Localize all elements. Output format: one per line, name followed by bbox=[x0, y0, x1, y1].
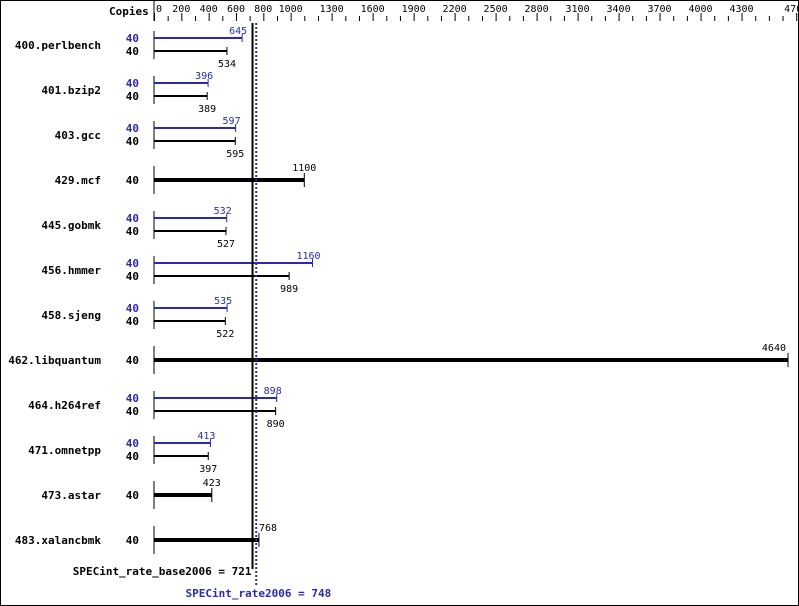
base-metric-label: SPECint_rate_base2006 = 721 bbox=[73, 565, 252, 578]
benchmark-label: 445.gobmk bbox=[41, 219, 101, 232]
tick-label: 2800 bbox=[525, 4, 549, 15]
base-value: 890 bbox=[267, 419, 285, 430]
benchmark-label: 456.hmmer bbox=[41, 264, 101, 277]
benchmark-label: 401.bzip2 bbox=[41, 84, 101, 97]
benchmark-label: 400.perlbench bbox=[15, 39, 101, 52]
peak-value: 413 bbox=[197, 431, 215, 442]
tick-label: 3400 bbox=[607, 4, 631, 15]
tick-label: 3100 bbox=[566, 4, 590, 15]
base-copies: 40 bbox=[126, 315, 139, 328]
tick-label: 0 bbox=[156, 4, 162, 15]
base-value: 989 bbox=[280, 284, 298, 295]
base-copies: 40 bbox=[126, 450, 139, 463]
benchmark-label: 471.omnetpp bbox=[28, 444, 101, 457]
peak-value: 1160 bbox=[296, 251, 320, 262]
tick-label: 400 bbox=[200, 4, 218, 15]
base-copies: 40 bbox=[126, 135, 139, 148]
base-copies: 40 bbox=[126, 534, 139, 547]
base-value: 522 bbox=[216, 329, 234, 340]
peak-value: 396 bbox=[195, 71, 213, 82]
peak-value: 645 bbox=[229, 26, 247, 37]
peak-copies: 40 bbox=[126, 77, 139, 90]
tick-label: 1300 bbox=[320, 4, 344, 15]
base-value: 768 bbox=[259, 523, 277, 534]
base-copies: 40 bbox=[126, 174, 139, 187]
tick-label: 4700 bbox=[784, 4, 799, 15]
base-copies: 40 bbox=[126, 354, 139, 367]
base-value: 1100 bbox=[292, 163, 316, 174]
benchmark-label: 458.sjeng bbox=[41, 309, 101, 322]
peak-value: 898 bbox=[264, 386, 282, 397]
tick-label: 1600 bbox=[361, 4, 385, 15]
axis-label: Copies bbox=[109, 5, 149, 18]
base-value: 389 bbox=[198, 104, 216, 115]
base-copies: 40 bbox=[126, 270, 139, 283]
tick-label: 2500 bbox=[484, 4, 508, 15]
base-copies: 40 bbox=[126, 405, 139, 418]
tick-label: 1900 bbox=[402, 4, 426, 15]
tick-label: 600 bbox=[227, 4, 245, 15]
tick-label: 1000 bbox=[279, 4, 303, 15]
peak-copies: 40 bbox=[126, 32, 139, 45]
base-value: 397 bbox=[199, 464, 217, 475]
base-copies: 40 bbox=[126, 489, 139, 502]
peak-copies: 40 bbox=[126, 302, 139, 315]
peak-value: 532 bbox=[214, 206, 232, 217]
base-value: 4640 bbox=[762, 343, 786, 354]
benchmark-label: 464.h264ref bbox=[28, 399, 101, 412]
tick-label: 2200 bbox=[443, 4, 467, 15]
base-copies: 40 bbox=[126, 225, 139, 238]
benchmark-label: 462.libquantum bbox=[8, 354, 101, 367]
benchmark-label: 403.gcc bbox=[55, 129, 101, 142]
base-copies: 40 bbox=[126, 45, 139, 58]
benchmark-label: 473.astar bbox=[41, 489, 101, 502]
peak-copies: 40 bbox=[126, 392, 139, 405]
peak-value: 535 bbox=[214, 296, 232, 307]
base-value: 595 bbox=[226, 149, 244, 160]
base-copies: 40 bbox=[126, 90, 139, 103]
peak-copies: 40 bbox=[126, 122, 139, 135]
tick-label: 4300 bbox=[729, 4, 753, 15]
tick-label: 800 bbox=[254, 4, 272, 15]
tick-label: 3700 bbox=[648, 4, 672, 15]
base-value: 527 bbox=[217, 239, 235, 250]
peak-value: 597 bbox=[223, 116, 241, 127]
base-value: 534 bbox=[218, 59, 236, 70]
benchmark-label: 429.mcf bbox=[55, 174, 101, 187]
tick-label: 4000 bbox=[689, 4, 713, 15]
peak-copies: 40 bbox=[126, 212, 139, 225]
base-value: 423 bbox=[203, 478, 221, 489]
peak-copies: 40 bbox=[126, 257, 139, 270]
benchmark-label: 483.xalancbmk bbox=[15, 534, 101, 547]
tick-label: 200 bbox=[172, 4, 190, 15]
peak-copies: 40 bbox=[126, 437, 139, 450]
peak-metric-label: SPECint_rate2006 = 748 bbox=[186, 587, 332, 600]
